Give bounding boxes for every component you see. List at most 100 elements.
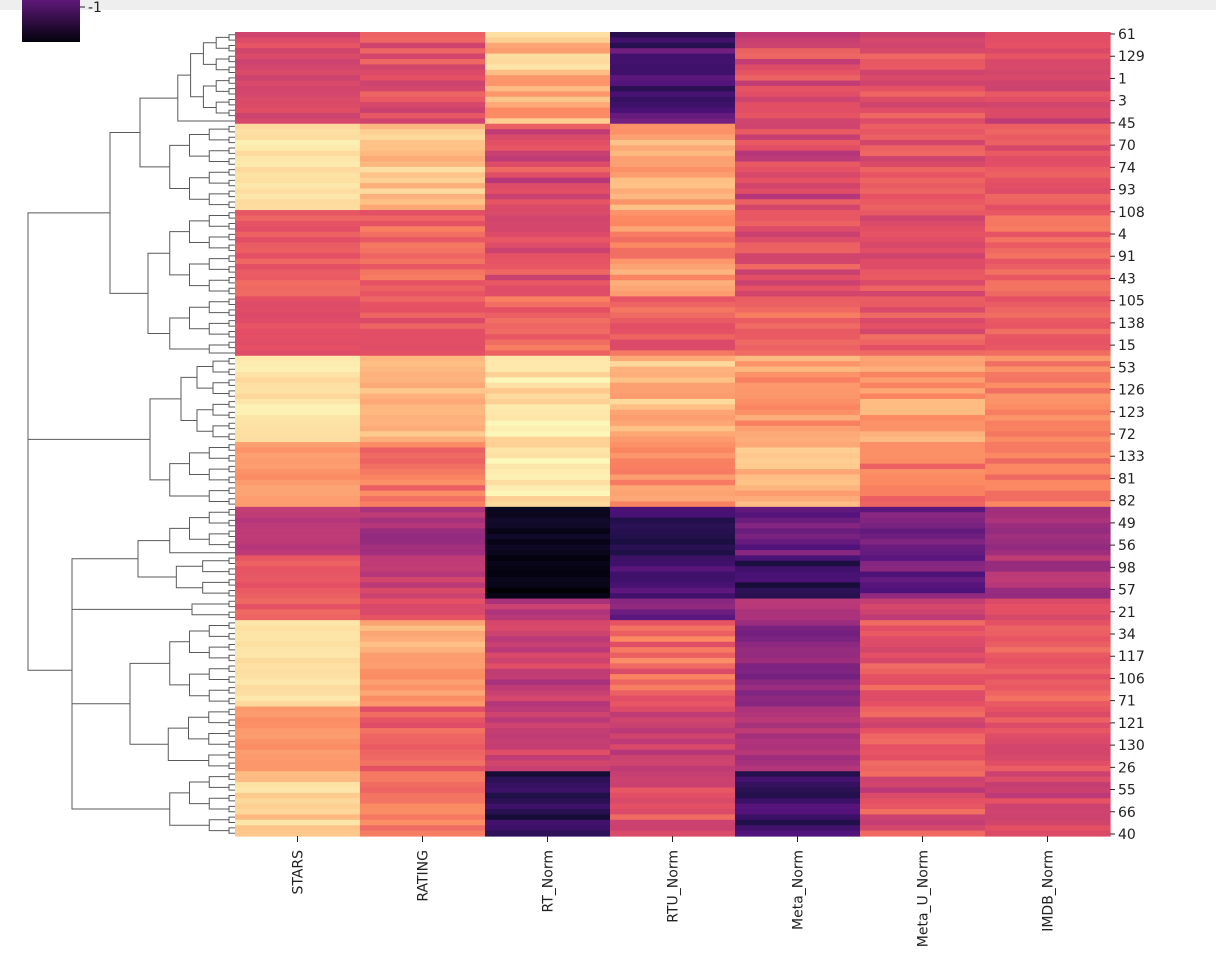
heatmap-cell bbox=[235, 42, 361, 49]
heatmap-cell bbox=[985, 129, 1111, 136]
heatmap-cell bbox=[735, 123, 861, 130]
row-tick-label: 126 bbox=[1118, 383, 1145, 399]
heatmap-cell bbox=[860, 517, 986, 524]
heatmap-cell bbox=[485, 420, 611, 427]
heatmap-cell bbox=[860, 177, 986, 184]
heatmap-cell bbox=[485, 415, 611, 422]
heatmap-cell bbox=[860, 755, 986, 762]
heatmap-cell bbox=[985, 123, 1111, 130]
heatmap-cell bbox=[610, 587, 736, 594]
heatmap-cell bbox=[610, 706, 736, 713]
heatmap-cell bbox=[485, 193, 611, 200]
heatmap-cell bbox=[610, 296, 736, 303]
heatmap-cell bbox=[235, 139, 361, 146]
heatmap-cell bbox=[360, 657, 486, 664]
heatmap-cell bbox=[860, 258, 986, 265]
heatmap-cell bbox=[485, 436, 611, 443]
heatmap-cell bbox=[860, 42, 986, 49]
heatmap-cell bbox=[610, 323, 736, 330]
heatmap-cell bbox=[610, 609, 736, 616]
row-tick-label: 138 bbox=[1118, 316, 1145, 332]
heatmap-cell bbox=[235, 350, 361, 357]
heatmap-cell bbox=[735, 328, 861, 335]
heatmap-cell bbox=[485, 226, 611, 233]
dendrogram-link bbox=[228, 795, 235, 802]
heatmap-cell bbox=[485, 830, 611, 837]
heatmap-cell bbox=[485, 166, 611, 173]
heatmap-cell bbox=[610, 452, 736, 459]
heatmap-cell bbox=[735, 620, 861, 627]
heatmap-cell bbox=[985, 231, 1111, 238]
heatmap-cell bbox=[360, 80, 486, 87]
heatmap-cell bbox=[610, 69, 736, 76]
heatmap-cell bbox=[235, 496, 361, 503]
dendrogram-link bbox=[208, 128, 229, 141]
heatmap-cell bbox=[735, 814, 861, 821]
heatmap-cell bbox=[360, 323, 486, 330]
row-tick-label: 34 bbox=[1118, 627, 1136, 643]
dendrogram-link bbox=[169, 144, 190, 189]
row-tick-label: 98 bbox=[1118, 560, 1136, 576]
heatmap-cell bbox=[860, 555, 986, 562]
heatmap-cell bbox=[360, 183, 486, 190]
heatmap-cell bbox=[735, 420, 861, 427]
row-tick-label: 70 bbox=[1118, 138, 1136, 154]
heatmap-cell bbox=[735, 776, 861, 783]
heatmap-cell bbox=[985, 528, 1111, 535]
heatmap-cell bbox=[860, 782, 986, 789]
heatmap-cell bbox=[485, 798, 611, 805]
heatmap-cell bbox=[860, 350, 986, 357]
heatmap-cell bbox=[860, 388, 986, 395]
colorbar: -1 bbox=[22, 0, 102, 42]
heatmap-cell bbox=[485, 355, 611, 362]
heatmap-cell bbox=[985, 102, 1111, 109]
heatmap-cell bbox=[735, 717, 861, 724]
dendrogram-link bbox=[169, 527, 235, 554]
heatmap-cell bbox=[610, 350, 736, 357]
heatmap-cell bbox=[360, 317, 486, 324]
heatmap-cell bbox=[860, 776, 986, 783]
dendrogram-link bbox=[208, 797, 229, 810]
heatmap-cell bbox=[610, 544, 736, 551]
heatmap-cell bbox=[735, 193, 861, 200]
heatmap-cell bbox=[485, 409, 611, 416]
heatmap-cell bbox=[735, 479, 861, 486]
heatmap-cell bbox=[235, 517, 361, 524]
heatmap-cell bbox=[735, 69, 861, 76]
heatmap-cell bbox=[360, 377, 486, 384]
heatmap-cell bbox=[735, 339, 861, 346]
heatmap-cell bbox=[360, 576, 486, 583]
heatmap-cell bbox=[985, 42, 1111, 49]
heatmap-cell bbox=[985, 291, 1111, 298]
heatmap-cell bbox=[485, 264, 611, 271]
heatmap-cell bbox=[985, 630, 1111, 637]
heatmap-cell bbox=[485, 285, 611, 292]
heatmap-cell bbox=[985, 663, 1111, 670]
heatmap-cell bbox=[735, 210, 861, 217]
heatmap-cell bbox=[360, 247, 486, 254]
dendrogram-link bbox=[71, 703, 170, 810]
dendrogram-link bbox=[228, 223, 235, 230]
heatmap-cell bbox=[860, 188, 986, 195]
heatmap-cell bbox=[485, 803, 611, 810]
heatmap-cell bbox=[360, 139, 486, 146]
heatmap-cell bbox=[985, 220, 1111, 227]
heatmap-cell bbox=[985, 253, 1111, 260]
heatmap-cell bbox=[610, 749, 736, 756]
dendrogram-link bbox=[169, 231, 190, 276]
heatmap-cell bbox=[360, 242, 486, 249]
heatmap-cell bbox=[985, 436, 1111, 443]
dendrogram-link bbox=[228, 341, 235, 349]
heatmap-cell bbox=[985, 496, 1111, 503]
heatmap-cell bbox=[360, 825, 486, 832]
dendrogram-link bbox=[196, 409, 213, 432]
dendrogram-link bbox=[208, 625, 229, 637]
heatmap-cell bbox=[235, 771, 361, 778]
heatmap-cell bbox=[735, 760, 861, 767]
heatmap-cell bbox=[485, 825, 611, 832]
heatmap-cell bbox=[360, 53, 486, 60]
heatmap-cell bbox=[860, 285, 986, 292]
heatmap-cell bbox=[610, 112, 736, 119]
heatmap-cell bbox=[360, 177, 486, 184]
row-tick-label: 26 bbox=[1118, 760, 1136, 776]
